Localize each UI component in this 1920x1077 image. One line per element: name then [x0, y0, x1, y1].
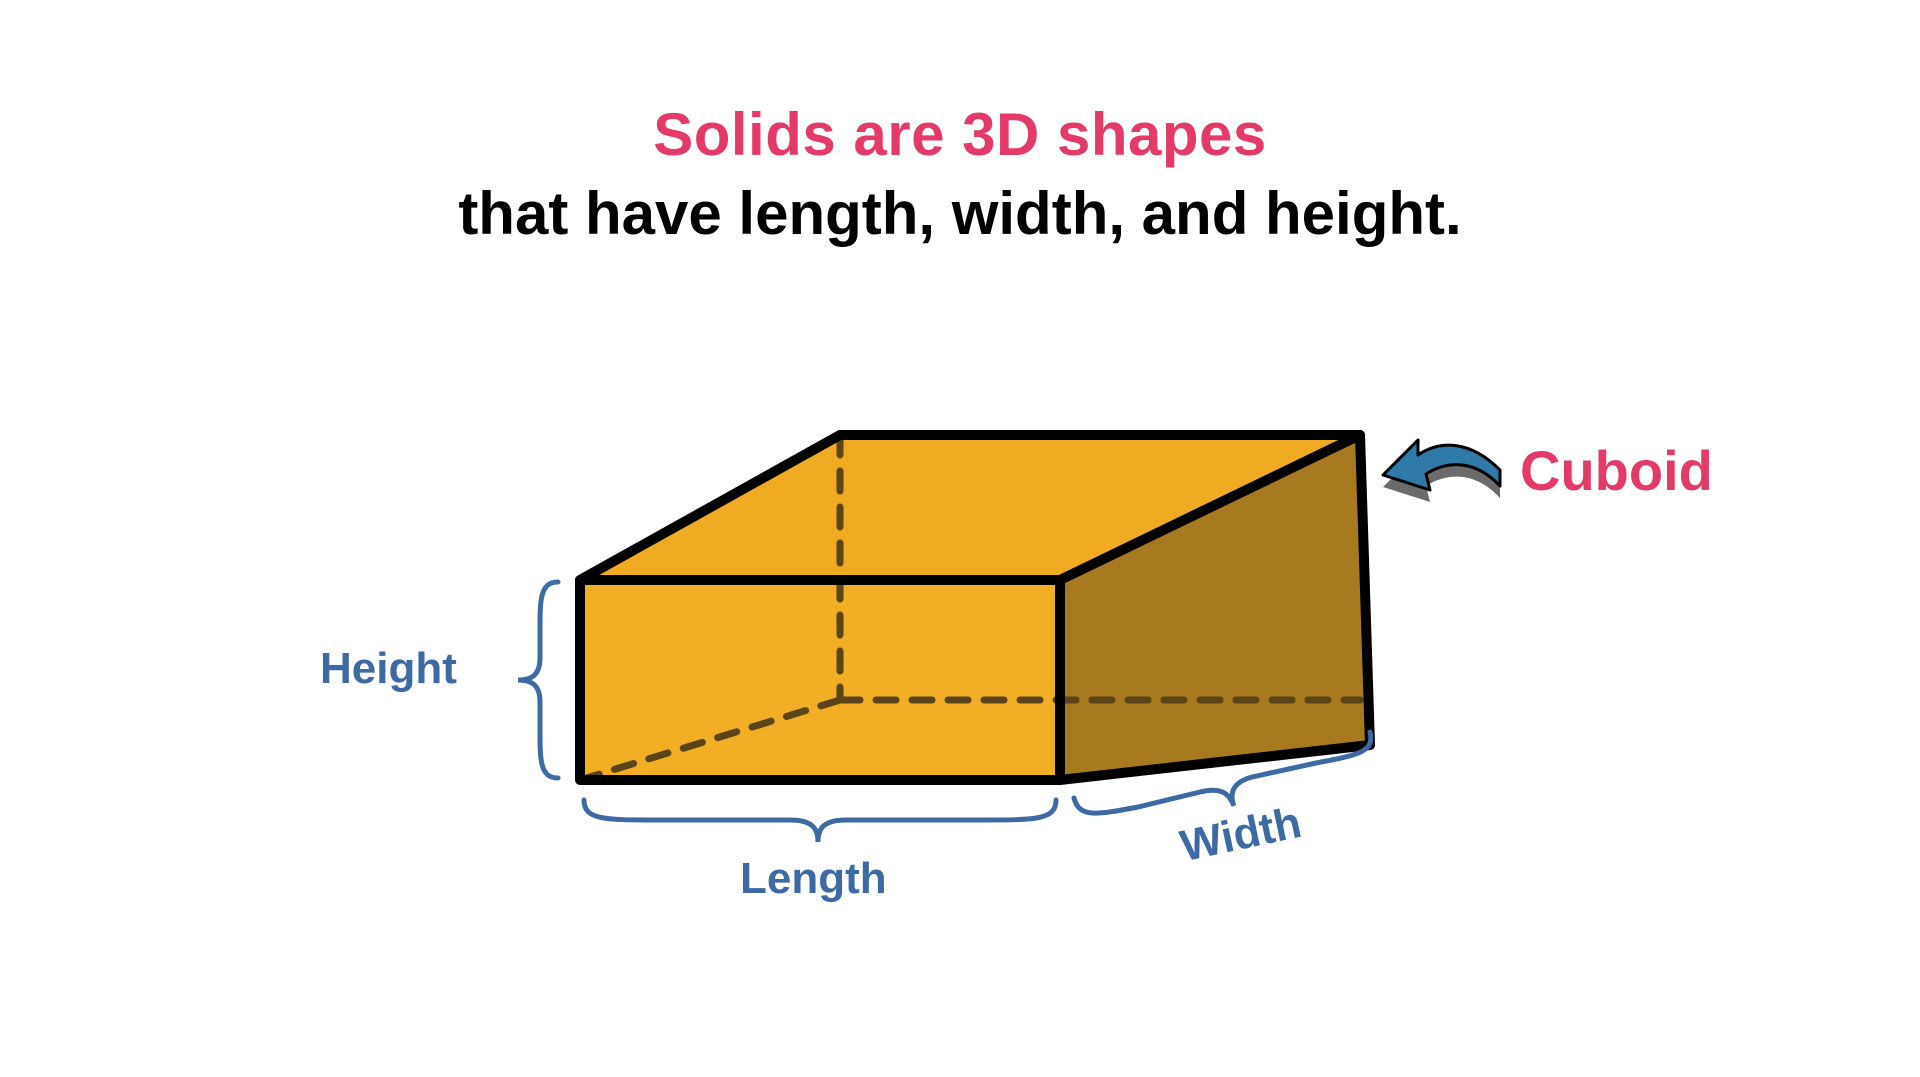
- title-line-1: Solids are 3D shapes: [0, 100, 1920, 169]
- cuboid-front-face: [580, 580, 1060, 780]
- cuboid-svg: [300, 300, 1620, 900]
- title-line-2: that have length, width, and height.: [0, 179, 1920, 248]
- title-block: Solids are 3D shapes that have length, w…: [0, 100, 1920, 248]
- height-label: Height: [320, 644, 457, 694]
- cuboid-arrow-icon: [1383, 440, 1500, 502]
- shape-label: Cuboid: [1520, 438, 1713, 503]
- cuboid-diagram: Height Length Width Cuboid: [300, 300, 1620, 900]
- height-brace: [518, 582, 558, 778]
- length-brace: [584, 800, 1056, 842]
- length-label: Length: [740, 854, 887, 904]
